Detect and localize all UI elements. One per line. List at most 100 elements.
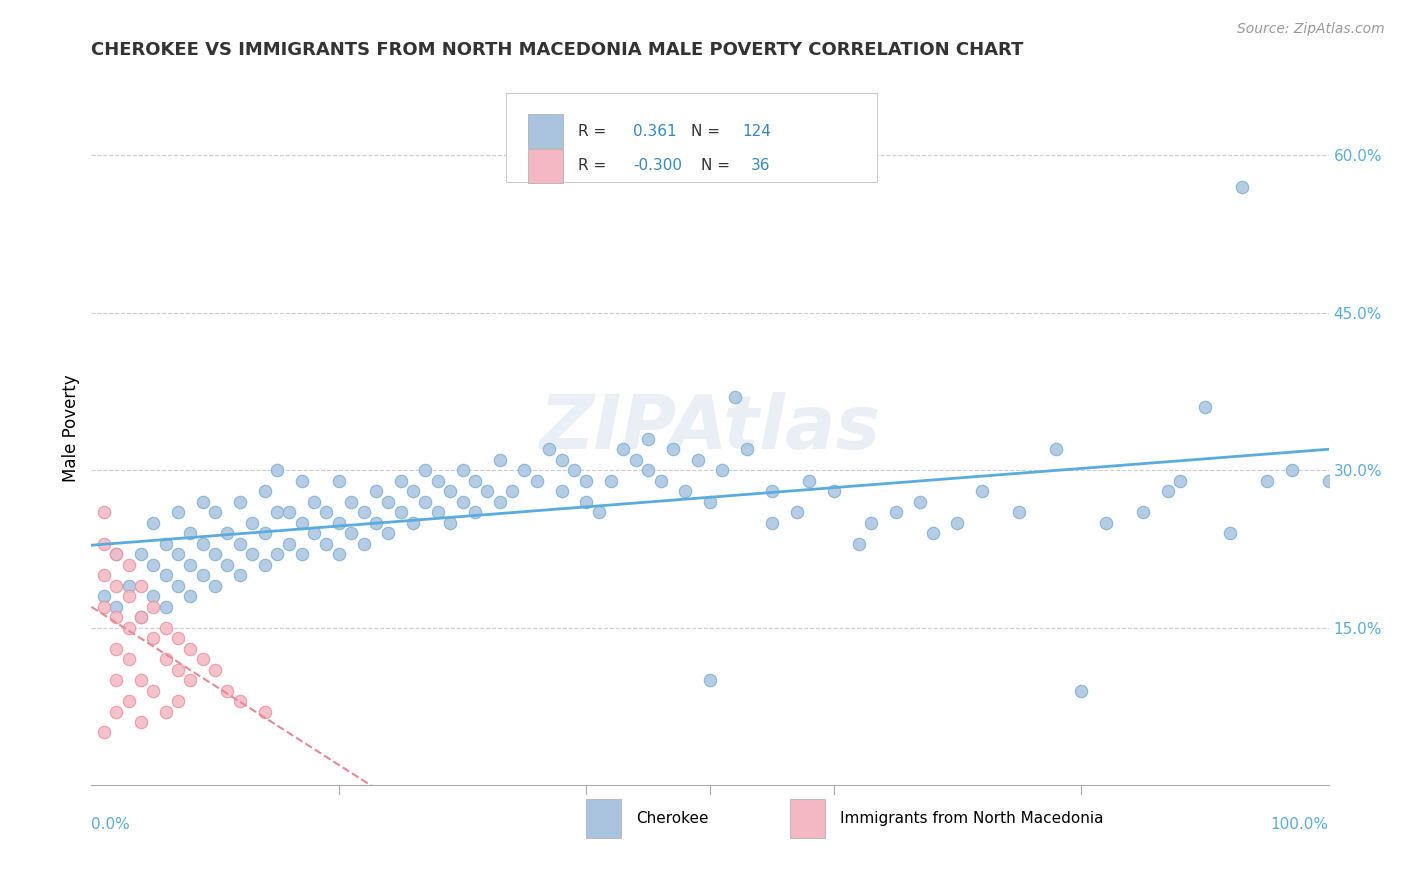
Point (1157, 484, 1180, 499)
Point (972, 484, 994, 499)
Point (155, 536, 177, 550)
Point (921, 526, 943, 541)
Text: ZIPAtlas: ZIPAtlas (540, 392, 880, 465)
Point (266, 463, 288, 477)
Point (142, 516, 165, 530)
Point (291, 474, 314, 488)
Point (217, 526, 239, 541)
Text: R =: R = (578, 159, 610, 173)
Point (439, 484, 461, 499)
Point (526, 474, 548, 488)
Point (167, 694, 190, 708)
Point (439, 516, 461, 530)
Text: Source: ZipAtlas.com: Source: ZipAtlas.com (1237, 22, 1385, 37)
Point (302, 494, 325, 508)
Text: Cherokee: Cherokee (636, 812, 709, 826)
Point (191, 494, 214, 508)
Point (155, 568, 177, 582)
Point (129, 578, 152, 592)
Point (105, 547, 128, 561)
Point (501, 484, 523, 499)
Point (328, 547, 350, 561)
Point (253, 484, 276, 499)
Point (650, 474, 672, 488)
Bar (790, 799, 825, 838)
Point (105, 641, 128, 656)
Point (848, 536, 870, 550)
Point (340, 494, 363, 508)
Point (1070, 683, 1092, 698)
Point (117, 652, 139, 666)
Point (291, 516, 314, 530)
Point (142, 558, 165, 572)
Point (93, 725, 115, 739)
Point (575, 474, 598, 488)
Point (240, 547, 263, 561)
Point (93, 568, 115, 582)
Point (93, 599, 115, 614)
Point (797, 474, 820, 488)
Point (229, 494, 252, 508)
Text: N =: N = (702, 159, 735, 173)
Point (142, 683, 165, 698)
Point (179, 673, 201, 687)
Text: R =: R = (578, 124, 610, 138)
Point (266, 547, 288, 561)
Point (735, 442, 758, 457)
Point (637, 432, 659, 446)
Point (253, 558, 276, 572)
Point (464, 474, 486, 488)
Point (415, 463, 437, 477)
Point (786, 505, 808, 519)
Point (191, 568, 214, 582)
Text: 0.0%: 0.0% (91, 817, 131, 832)
Point (377, 526, 399, 541)
Point (550, 484, 572, 499)
Point (167, 505, 190, 519)
Point (155, 705, 177, 719)
Point (477, 484, 499, 499)
Point (179, 526, 201, 541)
Point (1045, 442, 1067, 457)
Point (389, 505, 412, 519)
Point (117, 694, 139, 708)
Point (451, 463, 474, 477)
Point (142, 599, 165, 614)
Bar (506, 93, 877, 182)
Point (129, 673, 152, 687)
Point (179, 558, 201, 572)
Point (328, 474, 350, 488)
Point (1256, 474, 1278, 488)
Point (724, 390, 747, 404)
Point (155, 652, 177, 666)
Point (117, 621, 139, 635)
Point (402, 484, 425, 499)
Point (266, 505, 288, 519)
Point (600, 474, 623, 488)
Text: N =: N = (692, 124, 725, 138)
Point (217, 683, 239, 698)
Point (353, 505, 375, 519)
Point (340, 526, 363, 541)
Point (129, 610, 152, 624)
Point (179, 589, 201, 603)
Point (105, 705, 128, 719)
Point (910, 494, 932, 508)
Point (105, 547, 128, 561)
Point (204, 547, 226, 561)
Point (129, 610, 152, 624)
Point (167, 547, 190, 561)
Point (364, 484, 387, 499)
Bar (529, 149, 562, 183)
Point (129, 714, 152, 729)
Point (167, 663, 190, 677)
Point (588, 505, 610, 519)
Point (1219, 526, 1241, 541)
Point (711, 463, 734, 477)
Text: -0.300: -0.300 (633, 159, 682, 173)
Point (240, 516, 263, 530)
Point (761, 516, 783, 530)
Point (328, 516, 350, 530)
Point (624, 452, 647, 467)
Point (673, 484, 696, 499)
